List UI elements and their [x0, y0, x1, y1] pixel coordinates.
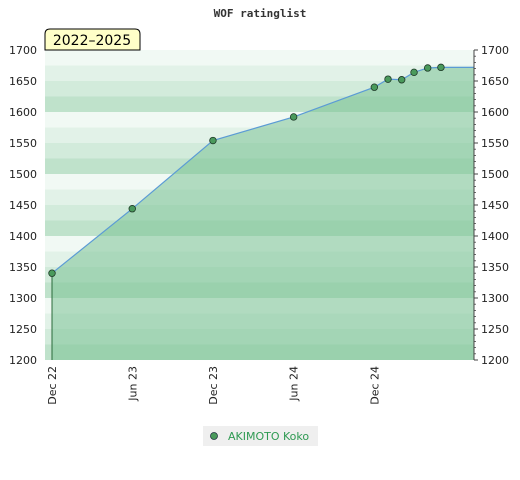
y-tick-label-right: 1450 — [481, 199, 509, 212]
y-tick-label-left: 1550 — [9, 137, 37, 150]
data-point — [410, 68, 418, 77]
data-point — [289, 113, 298, 121]
x-tick-label: Dec 23 — [207, 366, 220, 405]
y-tick-label-left: 1650 — [9, 75, 37, 88]
chart-title: WOF ratinglist — [214, 7, 307, 20]
x-tick-label: Jun 24 — [288, 366, 301, 402]
data-point — [209, 136, 217, 145]
x-tick-label: Dec 22 — [46, 366, 59, 405]
background-band — [45, 50, 474, 66]
y-tick-label-left: 1200 — [9, 354, 37, 367]
x-tick-label: Dec 24 — [368, 366, 381, 405]
legend-box — [203, 426, 318, 446]
background-band — [45, 65, 474, 81]
y-tick-label-left: 1400 — [9, 230, 37, 243]
data-point — [397, 76, 406, 84]
period-badge: 2022–2025 — [44, 28, 141, 51]
y-tick-label-right: 1350 — [481, 261, 509, 274]
area-fill — [52, 67, 474, 361]
y-tick-label-right: 1700 — [481, 44, 509, 57]
y-tick-label-left: 1600 — [9, 106, 37, 119]
period-badge-label: 2022–2025 — [53, 33, 131, 49]
period-badge-box — [44, 28, 141, 51]
y-tick-label-right: 1650 — [481, 75, 509, 88]
data-point — [370, 83, 379, 91]
y-tick-label-left: 1450 — [9, 199, 37, 212]
y-tick-label-right: 1400 — [481, 230, 509, 243]
y-tick-label-left: 1350 — [9, 261, 37, 274]
y-tick-label-left: 1700 — [9, 44, 37, 57]
data-point — [128, 205, 136, 213]
data-point — [423, 64, 432, 72]
y-tick-label-left: 1300 — [9, 292, 37, 305]
y-tick-label-right: 1500 — [481, 168, 509, 181]
data-point — [437, 63, 445, 72]
y-tick-label-right: 1300 — [481, 292, 509, 305]
legend-marker — [210, 432, 218, 440]
y-tick-label-right: 1250 — [481, 323, 509, 336]
data-point — [48, 269, 56, 277]
legend: AKIMOTO Koko — [203, 426, 318, 446]
x-tick-label: Jun 23 — [126, 366, 139, 402]
data-point — [384, 75, 392, 83]
legend-label: AKIMOTO Koko — [228, 430, 309, 443]
y-tick-label-left: 1500 — [9, 168, 37, 181]
rating-area — [52, 67, 474, 361]
axes: 1200 1200 1250 1250 1300 1300 1350 1350 1400 1400… — [9, 44, 509, 405]
y-tick-label-right: 1600 — [481, 106, 509, 119]
y-tick-label-right: 1550 — [481, 137, 509, 150]
rating-markers — [48, 63, 445, 277]
y-tick-label-right: 1200 — [481, 354, 509, 367]
y-tick-label-left: 1250 — [9, 323, 37, 336]
